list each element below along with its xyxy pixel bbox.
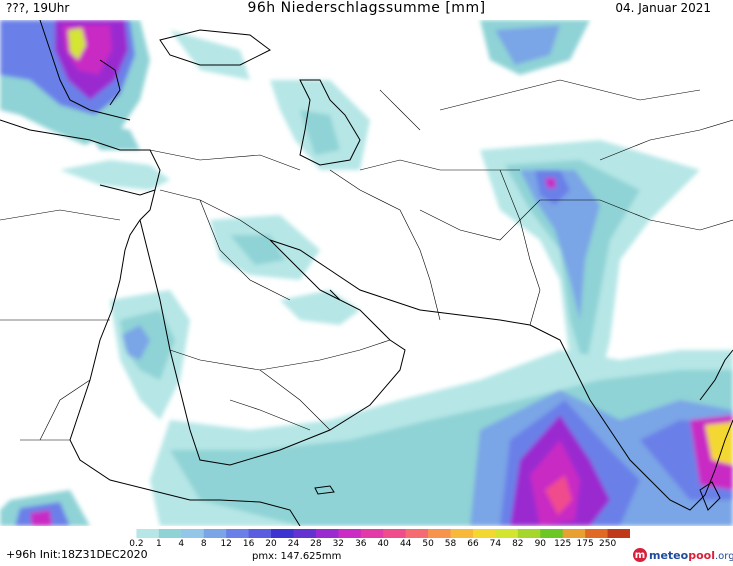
meteopool-logo-icon: m (633, 548, 647, 562)
colorbar-segment (540, 529, 564, 538)
colorbar-segment (383, 529, 407, 538)
colorbar-segment (248, 529, 272, 538)
colorbar-tick-label: 20 (265, 539, 277, 549)
colorbar-tick-labels: 0.2 1 4 8 12 16 20 24 28 32 36 40 44 50 58 66 74 82 90 125 1… (114, 539, 630, 551)
colorbar-tick-label: 16 (242, 539, 255, 549)
colorbar-segment (428, 529, 452, 538)
colorbar-tick-label: 90 (534, 539, 547, 549)
valid-time-label: ???, 19Uhr (6, 1, 70, 15)
colorbar-tick-label: 12 (220, 539, 232, 549)
colorbar-tick-label: 1 (156, 539, 162, 549)
colorbar-tick-label: 58 (444, 539, 457, 549)
colorbar-tick-label: 24 (287, 539, 300, 549)
colorbar-segment (607, 529, 630, 538)
precipitation-field (0, 20, 733, 526)
colorbar-tick-label: 50 (422, 539, 434, 549)
colorbar-segment (203, 529, 227, 538)
colorbar-segment (181, 529, 205, 538)
colorbar-tick-label: 175 (576, 539, 594, 549)
map-title: 96h Niederschlagssumme [mm] (247, 0, 486, 16)
colorbar-segment (585, 529, 609, 538)
colorbar-tick-label: 125 (554, 539, 572, 549)
colorbar-tick-label: 250 (599, 539, 617, 549)
lead-time-label: +96h (6, 548, 37, 561)
colorbar-tick-label: 4 (178, 539, 185, 549)
colorbar-segment (158, 529, 182, 538)
colorbar-segment (114, 529, 137, 538)
colorbar-tick-label: 66 (467, 539, 479, 549)
colorbar-segment (562, 529, 586, 538)
colorbar-segment (226, 529, 250, 538)
colorbar-segment (271, 529, 294, 538)
run-info: +96h Init:18Z31DEC2020 (6, 548, 148, 561)
colorbar-segment (450, 529, 474, 538)
meteopool-logo-text: meteopool.org (649, 548, 733, 562)
precipitation-colorbar (114, 529, 630, 538)
colorbar-tick-label: 32 (332, 539, 345, 549)
init-time-label: Init:18Z31DEC2020 (39, 548, 148, 561)
coastlines (0, 20, 733, 526)
colorbar-segment (293, 529, 317, 538)
colorbar-tick-label: 74 (489, 539, 502, 549)
max-precip-label: pmx: 147.625mm (252, 551, 342, 562)
colorbar-segment (517, 529, 541, 538)
colorbar-segment (405, 529, 429, 538)
country-borders (0, 79, 733, 441)
colorbar-segment (360, 529, 384, 538)
colorbar-arrow (624, 529, 630, 538)
colorbar-segment (495, 529, 519, 538)
precipitation-map (0, 20, 733, 526)
colorbar-tick-label: 8 (200, 539, 207, 549)
colorbar-tick-label: 0.2 (129, 539, 144, 549)
colorbar-segment (472, 529, 496, 538)
colorbar-tick-label: 36 (355, 539, 367, 549)
colorbar-tick-label: 44 (399, 539, 412, 549)
colorbar-tick-label: 82 (512, 539, 524, 549)
colorbar-segment (315, 529, 339, 538)
valid-date-label: 04. Januar 2021 (615, 1, 711, 15)
colorbar-tick-label: 28 (310, 539, 322, 549)
colorbar-tick-label: 40 (377, 539, 389, 549)
meteopool-logo[interactable]: m meteopool.org (633, 546, 733, 564)
colorbar-segment (338, 529, 362, 538)
colorbar-segment (136, 529, 160, 538)
